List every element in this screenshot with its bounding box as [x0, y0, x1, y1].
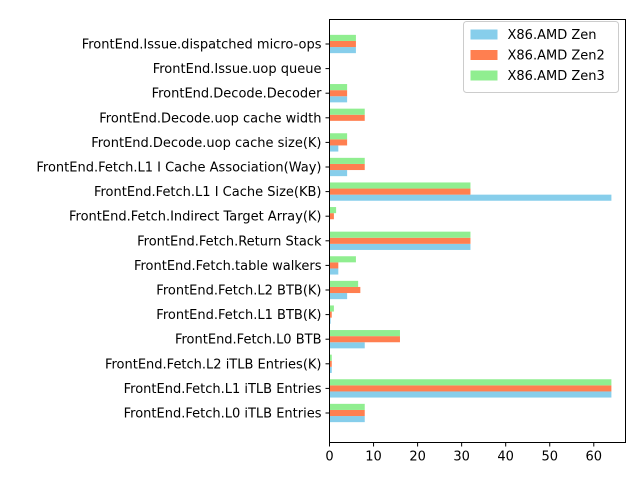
y-tick-label: FrontEnd.Decode.uop cache width — [99, 111, 321, 126]
bar-0-2 — [329, 96, 348, 103]
y-tick-label: FrontEnd.Fetch.L0 BTB — [175, 333, 322, 348]
bar-1-5 — [329, 163, 365, 171]
bar-0-8 — [329, 243, 471, 250]
y-tick-label: FrontEnd.Decode.Decoder — [152, 87, 323, 102]
x-tick-label: 10 — [365, 450, 382, 465]
bar-1-11 — [329, 311, 332, 318]
legend-box — [463, 21, 619, 93]
bar-2-4 — [329, 133, 348, 140]
bar-0-0 — [329, 47, 356, 54]
bar-1-8 — [329, 237, 471, 244]
bar-1-2 — [329, 90, 348, 97]
legend-swatch — [470, 50, 498, 60]
bar-0-15 — [329, 416, 365, 423]
y-tick-label: FrontEnd.Fetch.L2 BTB(K) — [156, 284, 321, 299]
bar-2-3 — [329, 108, 365, 115]
y-tick-label: FrontEnd.Fetch.L2 iTLB Entries(K) — [105, 357, 322, 372]
bar-2-14 — [329, 379, 612, 386]
bar-1-12 — [329, 336, 400, 343]
bar-2-15 — [329, 403, 365, 410]
bar-0-12 — [329, 342, 365, 349]
x-tick-label: 30 — [453, 450, 470, 465]
bar-1-6 — [329, 188, 471, 195]
y-tick-label: FrontEnd.Fetch.L0 iTLB Entries — [124, 407, 322, 422]
bar-1-15 — [329, 409, 365, 417]
bars-group — [329, 34, 612, 423]
y-tick-label: FrontEnd.Fetch.L1 I Cache Association(Wa… — [36, 161, 321, 176]
legend-label: X86.AMD Zen2 — [508, 49, 605, 64]
legend-label: X86.AMD Zen — [508, 28, 597, 43]
bar-0-6 — [329, 194, 612, 201]
bar-1-10 — [329, 286, 361, 294]
x-tick-label: 50 — [541, 450, 558, 465]
bar-1-7 — [329, 213, 334, 220]
bar-2-11 — [329, 305, 334, 312]
x-tick-label: 0 — [325, 450, 333, 465]
legend: X86.AMD Zen X86.AMD Zen2 X86.AMD Zen3 — [463, 21, 619, 93]
y-tick-label: FrontEnd.Fetch.table walkers — [134, 259, 322, 274]
bar-2-8 — [329, 231, 471, 238]
bar-2-2 — [329, 84, 348, 91]
bar-1-14 — [329, 385, 612, 392]
bar-2-6 — [329, 182, 471, 189]
y-tick-label: FrontEnd.Fetch.Indirect Target Array(K) — [69, 210, 322, 225]
y-tick-label: FrontEnd.Fetch.L1 BTB(K) — [156, 308, 321, 323]
bar-0-11 — [329, 317, 331, 324]
y-axis-ticks: FrontEnd.Issue.dispatched micro-ops Front… — [36, 38, 330, 422]
bar-2-9 — [329, 256, 356, 263]
bar-2-7 — [329, 207, 337, 214]
bar-1-4 — [329, 139, 348, 146]
legend-swatch — [470, 70, 498, 81]
bar-1-9 — [329, 262, 339, 269]
bar-0-14 — [329, 391, 612, 398]
bar-0-4 — [329, 145, 339, 152]
bar-0-5 — [329, 170, 348, 177]
bar-1-3 — [329, 114, 365, 121]
bar-2-13 — [329, 354, 332, 361]
y-tick-label: FrontEnd.Fetch.L1 iTLB Entries — [124, 382, 322, 397]
y-tick-label: FrontEnd.Fetch.Return Stack — [137, 234, 322, 249]
bar-2-10 — [329, 280, 359, 287]
x-tick-label: 40 — [497, 450, 514, 465]
bar-2-5 — [329, 157, 365, 164]
x-tick-label: 60 — [586, 450, 603, 465]
legend-label: X86.AMD Zen3 — [508, 69, 605, 84]
bar-0-9 — [329, 268, 339, 275]
legend-swatch — [470, 29, 498, 40]
plot-frame — [329, 19, 626, 443]
y-tick-label: FrontEnd.Fetch.L1 I Cache Size(KB) — [94, 185, 322, 200]
bar-1-13 — [329, 360, 332, 367]
y-tick-label: FrontEnd.Issue.dispatched micro-ops — [82, 38, 322, 53]
bar-2-0 — [329, 34, 356, 41]
bar-0-13 — [329, 366, 332, 373]
y-tick-label: FrontEnd.Decode.uop cache size(K) — [91, 136, 321, 151]
bar-0-10 — [329, 293, 348, 300]
y-tick-label: FrontEnd.Issue.uop queue — [153, 62, 322, 77]
x-axis-ticks: 0 10 20 30 40 50 60 — [325, 442, 603, 465]
x-tick-label: 20 — [409, 450, 426, 465]
bar-1-0 — [329, 40, 356, 48]
bar-2-12 — [329, 330, 400, 337]
